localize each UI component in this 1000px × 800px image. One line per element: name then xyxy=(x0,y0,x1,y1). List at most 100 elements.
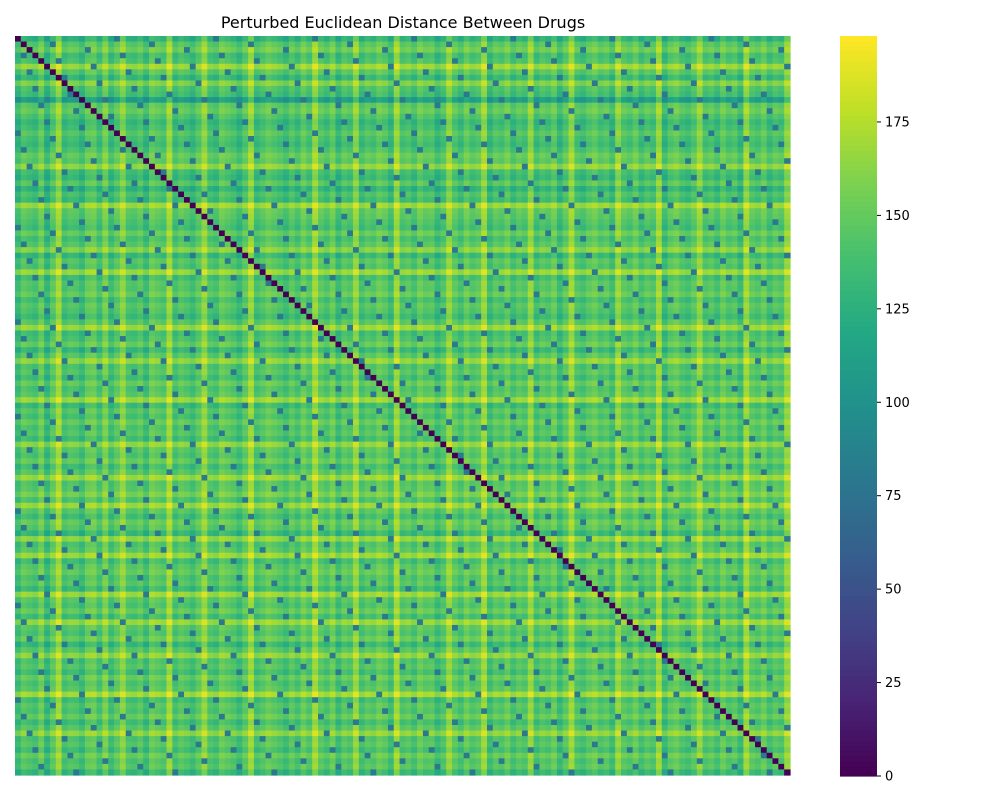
heatmap-cell xyxy=(492,130,500,137)
heatmap-cell xyxy=(685,236,692,243)
heatmap-cell xyxy=(335,169,342,176)
heatmap-cell xyxy=(20,197,28,204)
heatmap-cell xyxy=(288,47,296,54)
heatmap-cell xyxy=(178,219,185,226)
heatmap-cell xyxy=(79,241,86,248)
heatmap-cell xyxy=(149,163,156,170)
heatmap-cell xyxy=(690,91,698,98)
heatmap-cell xyxy=(591,152,599,159)
heatmap-cell xyxy=(160,191,168,198)
heatmap-cell xyxy=(510,124,517,132)
heatmap-cell xyxy=(586,47,593,54)
heatmap-cell xyxy=(248,213,255,220)
heatmap-cell xyxy=(603,36,610,43)
heatmap-cell xyxy=(463,213,471,220)
heatmap-cell xyxy=(218,158,226,165)
heatmap-cell xyxy=(580,102,587,109)
heatmap-cell xyxy=(195,236,203,243)
heatmap-cell xyxy=(621,224,628,232)
heatmap-cell xyxy=(766,102,774,109)
heatmap-cell xyxy=(784,197,791,204)
heatmap-cell xyxy=(283,141,290,148)
heatmap-cell xyxy=(597,97,605,104)
heatmap-cell xyxy=(510,208,517,215)
heatmap-cell xyxy=(539,97,546,104)
heatmap-cell xyxy=(67,119,74,126)
heatmap-cell xyxy=(498,124,506,132)
heatmap-cell xyxy=(55,136,63,143)
heatmap-cell xyxy=(702,119,710,126)
heatmap-cell xyxy=(492,136,500,143)
heatmap-cell xyxy=(568,130,575,137)
heatmap-cell xyxy=(690,180,698,187)
heatmap-cell xyxy=(720,219,727,226)
heatmap-cell xyxy=(766,86,774,93)
heatmap-cell xyxy=(154,91,162,98)
heatmap-cell xyxy=(574,124,581,132)
heatmap-cell xyxy=(125,63,133,70)
heatmap-cell xyxy=(20,152,28,159)
heatmap-cell xyxy=(725,36,733,43)
heatmap-cell xyxy=(230,241,238,248)
heatmap-cell xyxy=(527,130,535,137)
heatmap-cell xyxy=(143,224,150,232)
heatmap-cell xyxy=(114,180,121,187)
heatmap-cell xyxy=(725,158,733,165)
heatmap-cell xyxy=(183,208,191,215)
heatmap-cell xyxy=(143,180,150,187)
heatmap-cell xyxy=(108,113,115,120)
heatmap-cell xyxy=(242,130,249,137)
heatmap-cell xyxy=(131,41,138,48)
heatmap-cell xyxy=(417,130,424,137)
heatmap-cell xyxy=(568,108,575,115)
heatmap-cell xyxy=(265,208,272,215)
heatmap-cell xyxy=(661,41,669,48)
heatmap-cell xyxy=(562,119,570,126)
heatmap-cell xyxy=(626,230,634,237)
heatmap-cell xyxy=(114,191,121,198)
heatmap-cell xyxy=(586,152,593,159)
heatmap-cell xyxy=(143,36,150,43)
heatmap-cell xyxy=(166,230,173,237)
heatmap-cell xyxy=(352,236,360,243)
heatmap-cell xyxy=(236,208,243,215)
heatmap-cell xyxy=(67,141,74,148)
heatmap-cell xyxy=(224,86,232,93)
heatmap-cell xyxy=(288,197,296,204)
heatmap-cell xyxy=(725,208,733,215)
heatmap-cell xyxy=(533,174,541,182)
heatmap-cell xyxy=(277,102,284,109)
heatmap-cell xyxy=(20,86,28,93)
heatmap-cell xyxy=(603,74,610,82)
heatmap-cell xyxy=(119,69,127,76)
heatmap-cell xyxy=(236,113,243,120)
heatmap-cell xyxy=(673,108,680,115)
heatmap-cell xyxy=(352,97,360,104)
heatmap-cell xyxy=(347,102,354,109)
heatmap-cell xyxy=(574,69,581,76)
heatmap-cell xyxy=(376,174,383,182)
heatmap-cell xyxy=(422,63,430,70)
heatmap-cell xyxy=(67,124,74,132)
heatmap-cell xyxy=(504,69,511,76)
heatmap-cell xyxy=(236,80,243,87)
heatmap-cell xyxy=(469,202,476,209)
heatmap-cell xyxy=(160,124,168,132)
heatmap-cell xyxy=(667,119,675,126)
heatmap-cell xyxy=(568,69,575,76)
heatmap-cell xyxy=(242,219,249,226)
heatmap-cell xyxy=(20,80,28,87)
heatmap-cell xyxy=(521,147,529,154)
heatmap-cell xyxy=(621,186,628,193)
heatmap-cell xyxy=(393,208,401,215)
heatmap-cell xyxy=(481,80,488,87)
heatmap-cell xyxy=(743,74,750,82)
heatmap-cell xyxy=(440,191,447,198)
heatmap-cell xyxy=(545,41,552,48)
heatmap-cell xyxy=(242,102,249,109)
heatmap-cell xyxy=(213,186,220,193)
heatmap-cell xyxy=(778,108,785,115)
heatmap-cell xyxy=(457,52,465,59)
heatmap-cell xyxy=(760,108,768,115)
heatmap-cell xyxy=(679,141,686,148)
